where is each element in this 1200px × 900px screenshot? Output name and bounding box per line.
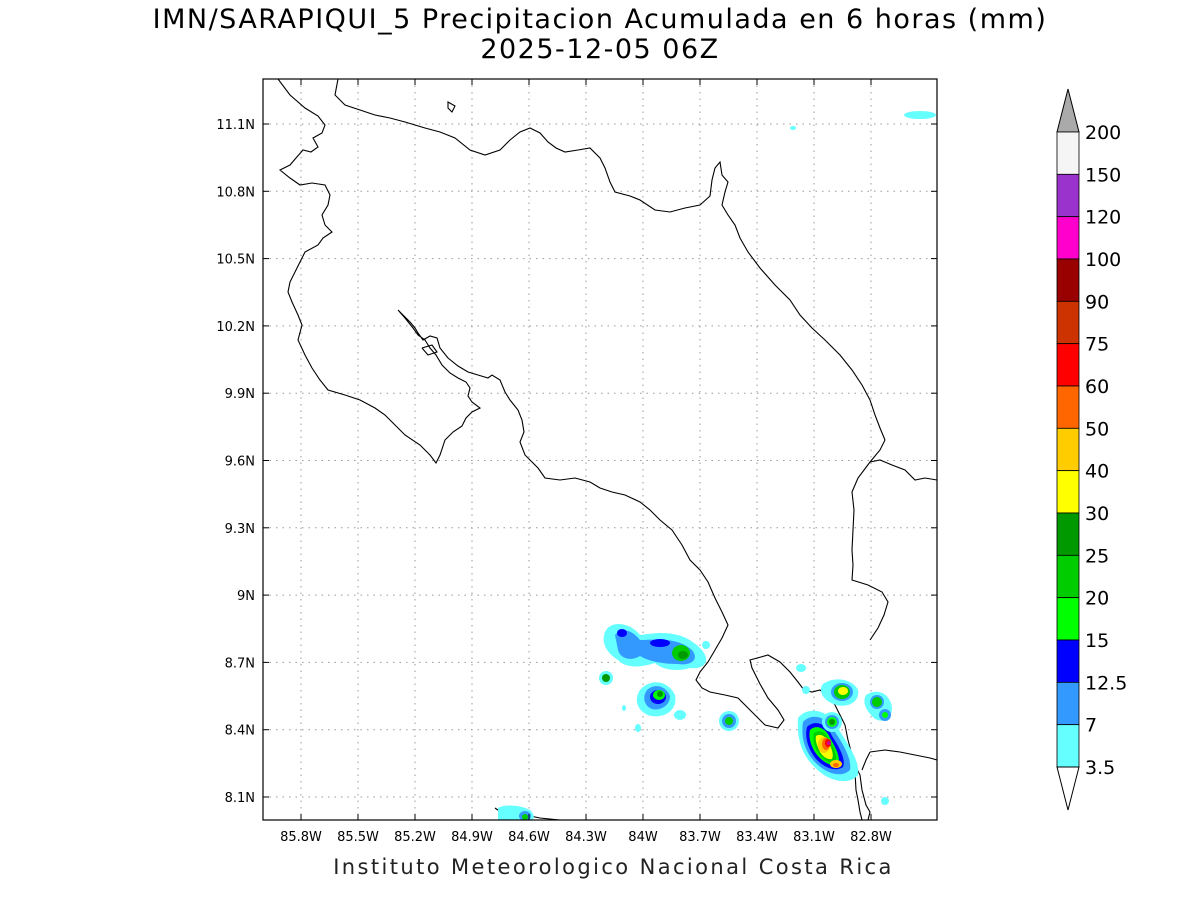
lat-tick-label: 9.9N — [225, 387, 255, 402]
colorbar-swatch — [1056, 554, 1080, 599]
precipitation-field — [498, 111, 936, 820]
colorbar-swatch — [1056, 343, 1080, 387]
colorbar-swatch — [1056, 427, 1080, 472]
lon-tick-label: 85.2W — [394, 830, 436, 845]
colorbar-label: 30 — [1085, 503, 1109, 525]
lon-tick-label: 83.1W — [793, 830, 835, 845]
lat-tick-label: 10.8N — [216, 185, 255, 200]
colorbar-label: 12.5 — [1085, 672, 1127, 694]
colorbar-label: 25 — [1085, 545, 1109, 567]
colorbar-swatch — [1056, 131, 1080, 175]
colorbar-label: 90 — [1085, 291, 1109, 313]
colorbar-swatch — [1056, 639, 1080, 683]
colorbar-swatch — [1056, 512, 1080, 556]
chart-subtitle-date: 2025-12-05 06Z — [480, 34, 720, 65]
lon-tick-label: 85.5W — [337, 830, 379, 845]
lon-tick-label: 82.8W — [850, 830, 892, 845]
colorbar-label: 120 — [1085, 207, 1121, 229]
footer-credit: Instituto Meteorologico Nacional Costa R… — [333, 855, 894, 879]
lon-tick-label: 83.7W — [679, 830, 721, 845]
lat-tick-label: 11.1N — [216, 118, 255, 133]
colorbar-label: 150 — [1085, 164, 1121, 186]
lat-tick-label: 8.4N — [225, 724, 255, 739]
lon-tick-label: 84.6W — [508, 830, 550, 845]
colorbar-swatch — [1056, 681, 1080, 726]
lat-tick-label: 8.1N — [225, 791, 255, 806]
colorbar: 3.5 7 12.5 15 20 25 30 40 50 60 75 90 100 120 150 200 — [1056, 88, 1127, 811]
lat-tick-label: 9.6N — [225, 455, 255, 470]
colorbar-swatch — [1056, 258, 1080, 302]
chart-title: IMN/SARAPIQUI_5 Precipitacion Acumulada … — [152, 4, 1048, 35]
lat-tick-label: 8.7N — [225, 656, 255, 671]
lon-tick-label: 84.9W — [451, 830, 493, 845]
colorbar-label: 3.5 — [1085, 757, 1115, 779]
colorbar-swatch — [1056, 724, 1080, 768]
lat-tick-label: 9.3N — [225, 522, 255, 537]
colorbar-top-arrow — [1056, 88, 1080, 133]
colorbar-swatch — [1056, 597, 1080, 641]
colorbar-label: 100 — [1085, 249, 1121, 271]
colorbar-label: 20 — [1085, 588, 1109, 610]
colorbar-swatch — [1056, 173, 1080, 218]
lat-tick-label: 10.5N — [216, 253, 255, 268]
colorbar-label: 200 — [1085, 122, 1121, 144]
colorbar-label: 7 — [1085, 715, 1097, 737]
colorbar-bottom-arrow — [1056, 766, 1080, 811]
lon-tick-label: 84.3W — [565, 830, 607, 845]
colorbar-swatch — [1056, 385, 1080, 429]
map-frame — [263, 79, 937, 820]
colorbar-swatch — [1056, 470, 1080, 514]
colorbar-label: 40 — [1085, 461, 1109, 483]
lat-tick-label: 9N — [237, 589, 255, 604]
colorbar-label: 15 — [1085, 630, 1109, 652]
coastline — [277, 79, 937, 820]
lon-tick-label: 84W — [628, 830, 658, 845]
axis-ticks: 85.8W 85.5W 85.2W 84.9W 84.6W 84.3W 84W 83.7W 83… — [216, 79, 937, 845]
colorbar-label: 75 — [1085, 334, 1109, 356]
lon-tick-label: 85.8W — [280, 830, 322, 845]
colorbar-swatch — [1056, 216, 1080, 260]
lat-tick-label: 10.2N — [216, 320, 255, 335]
lon-tick-label: 83.4W — [736, 830, 778, 845]
colorbar-swatch — [1056, 300, 1080, 345]
colorbar-label: 60 — [1085, 376, 1109, 398]
colorbar-label: 50 — [1085, 418, 1109, 440]
